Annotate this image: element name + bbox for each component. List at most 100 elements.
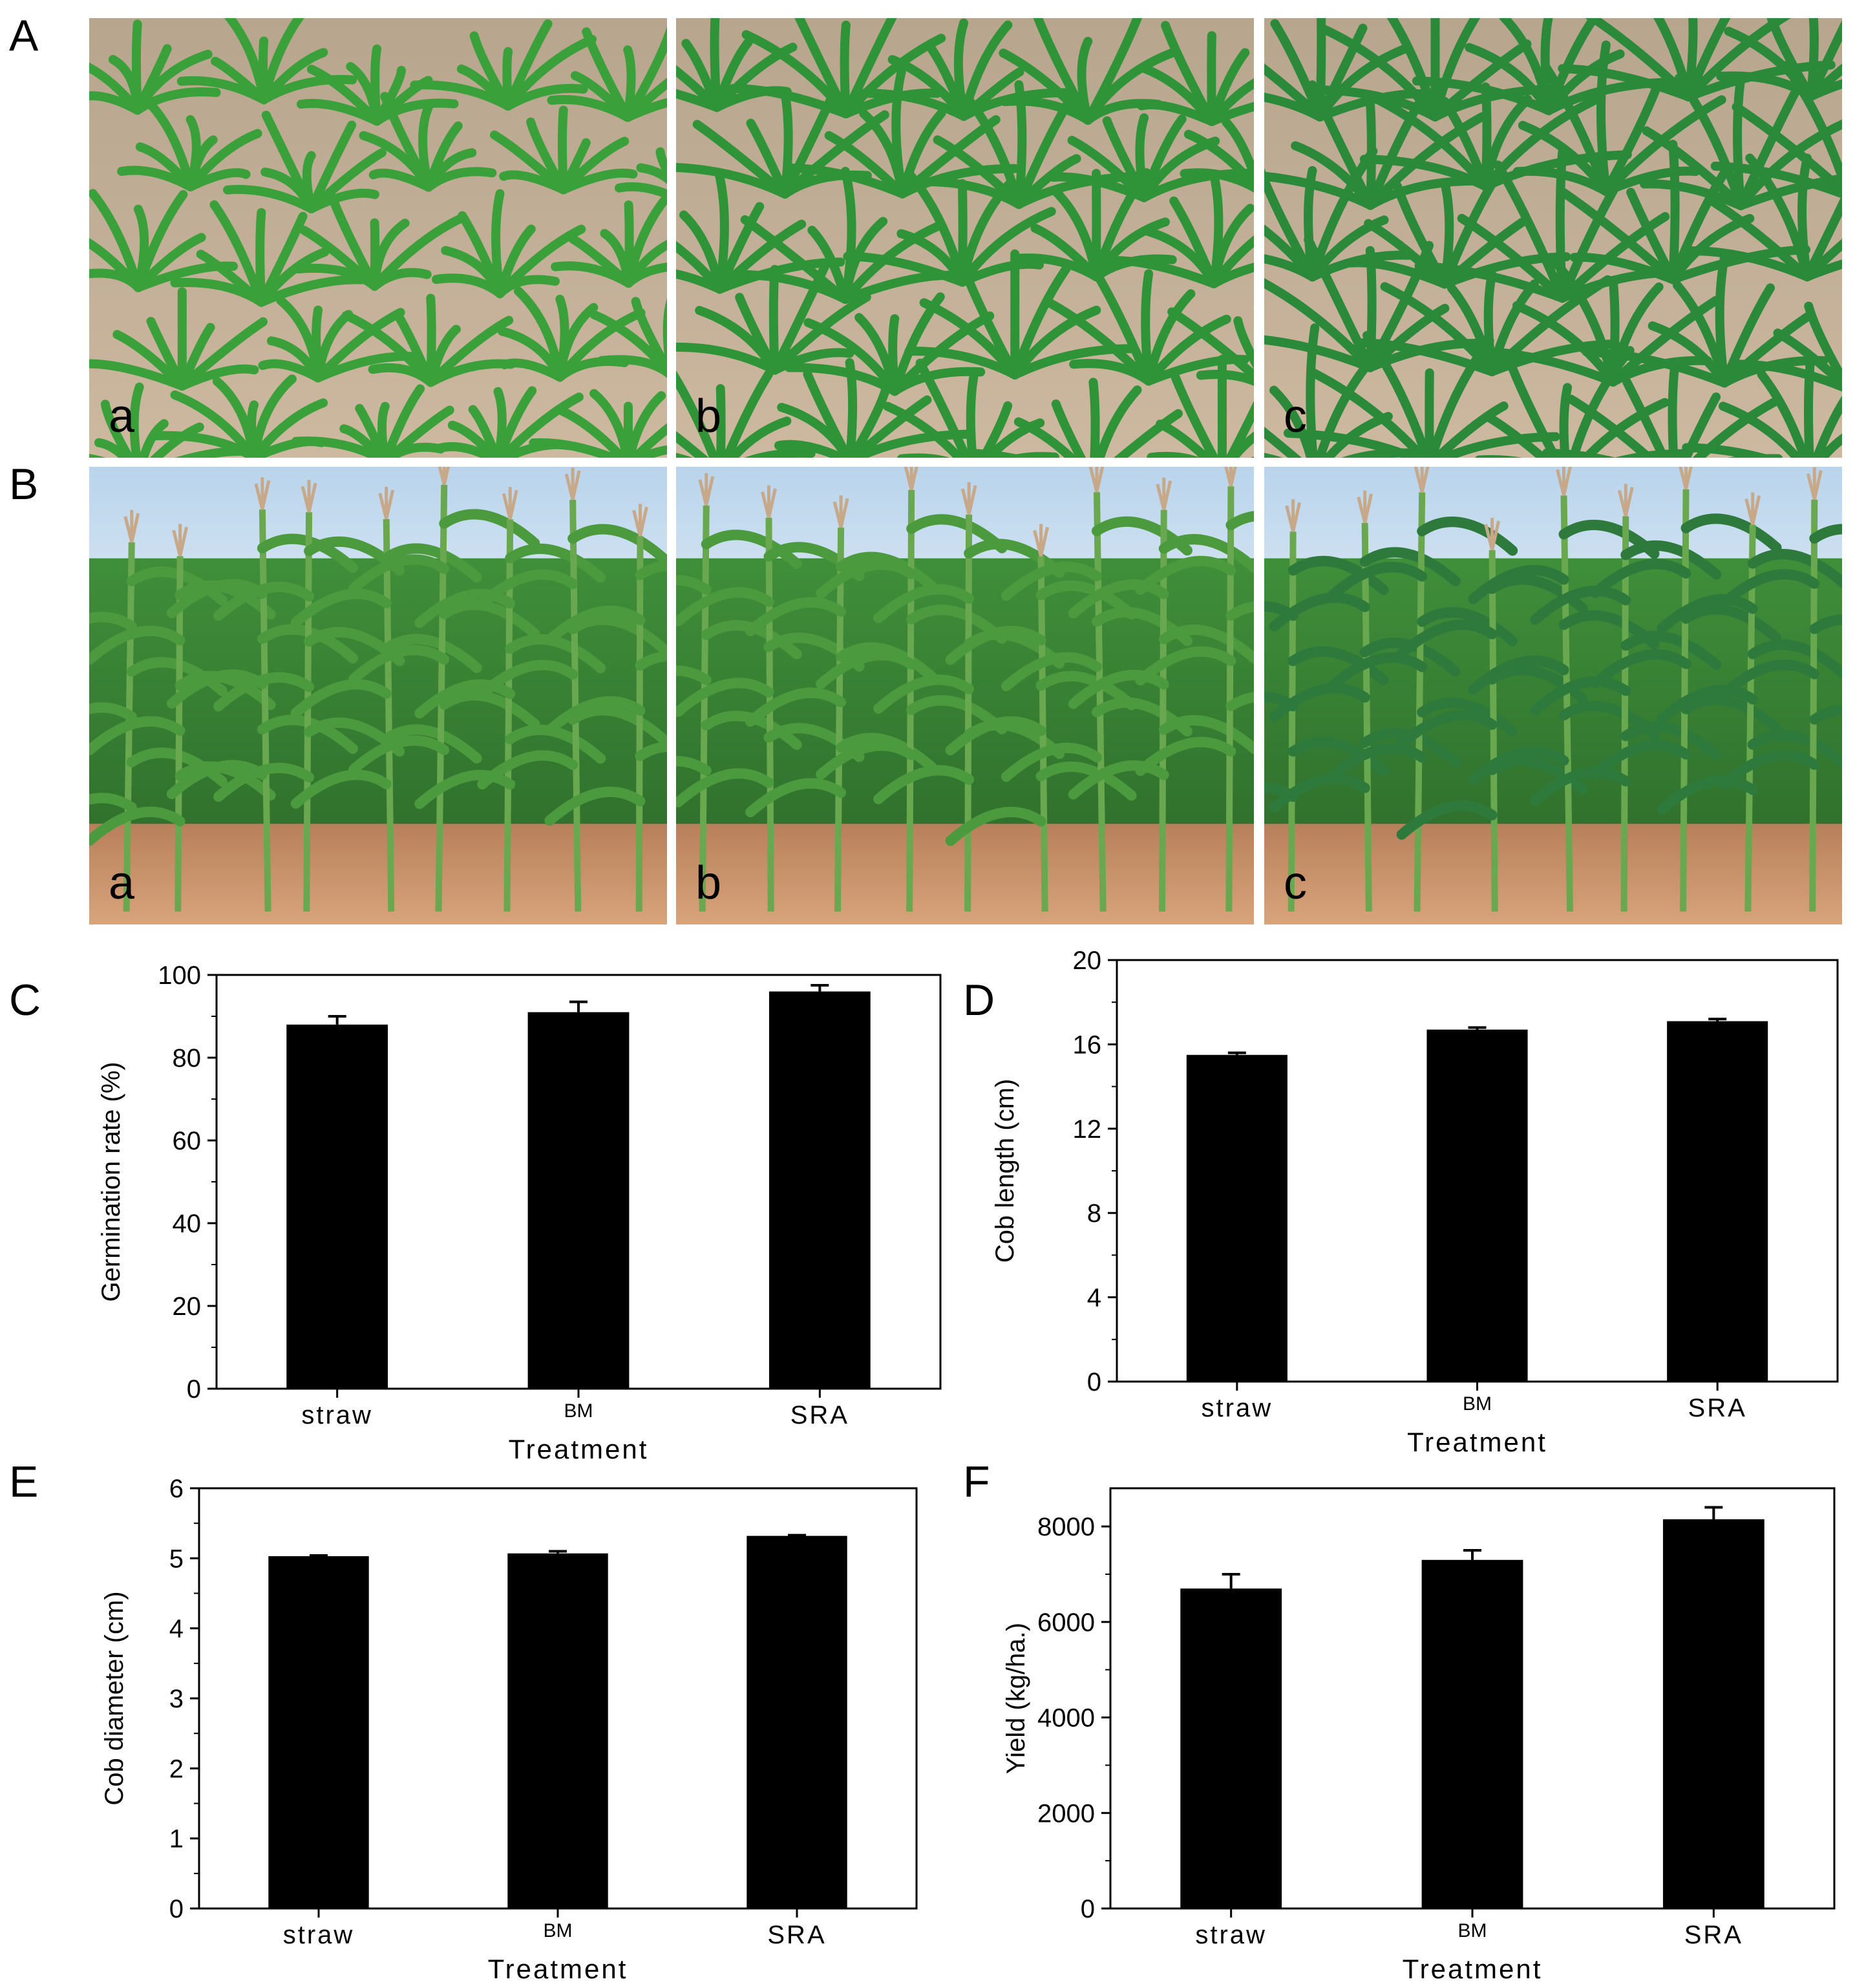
chart-c: C 0 20 40 60 80 100 straw BM SRA Treatment Germinat… [9,961,942,1464]
tassel [1484,517,1501,551]
x-axis-title: Treatment [509,1434,649,1464]
panel-label-e: E [9,1457,38,1506]
photo-sublabel: a [109,857,135,909]
tassel [1744,492,1761,526]
tassel [698,473,715,506]
y-tick-label: 20 [173,1292,202,1321]
ground [1264,824,1842,925]
chart-e: E 0 1 2 3 4 5 6 straw BM SRA Treatment Cob diameter … [9,1457,918,1984]
tassel [301,480,317,513]
y-tick-label: 4000 [1037,1704,1095,1733]
bar-straw [268,1556,369,1908]
bar-straw [1186,1054,1288,1382]
tassel [1224,467,1237,487]
y-tick-label: 0 [187,1375,201,1404]
panel-label-b: B [9,460,38,509]
y-tick-label: 3 [169,1685,184,1713]
y-tick-label: 6 [169,1475,184,1503]
x-tick-label: straw [1202,1394,1273,1422]
y-tick-label: 12 [1073,1115,1102,1144]
y-axis-title: Yield (kg/ha.) [1002,1623,1030,1774]
y-tick-label: 60 [173,1127,202,1155]
photo-grid: Aa b c Ba b c [9,11,1842,925]
photo-sublabel: c [1284,390,1307,442]
tassel [172,524,189,557]
y-tick-label: 100 [158,961,201,990]
y-tick-label: 16 [1073,1031,1102,1059]
tassel [1285,499,1302,532]
x-axis-title: Treatment [1407,1427,1547,1457]
chart-d: D 0 4 8 12 16 20 straw BM SRA Treatment Cob length … [963,946,1839,1457]
tassel [502,487,518,520]
y-tick-label: 0 [1081,1895,1095,1923]
seedling-photo-a: a [89,18,667,458]
y-tick-label: 2 [169,1755,184,1783]
seedling-photo-c: c [1264,18,1842,458]
bar-straw [286,1024,388,1389]
tassel [632,504,648,537]
tassel [1679,467,1693,490]
tassel [832,495,849,528]
photo-sublabel: c [1284,857,1307,909]
y-tick-label: 20 [1073,946,1102,975]
tassel [1617,484,1634,517]
chart-f: F 0 2000 4000 6000 8000 straw BM SRA Treatment Yie… [963,1457,1836,1984]
photo-sublabel: b [695,390,721,442]
bar-sra [747,1535,847,1908]
y-tick-label: 6000 [1037,1609,1095,1637]
y-axis-title: Cob diameter (cm) [100,1591,129,1805]
tassel [123,509,140,543]
y-tick-label: 0 [169,1895,184,1923]
bar-straw [1180,1588,1282,1908]
tassel [378,486,395,520]
bar-sra [1667,1021,1768,1382]
panel-label-f: F [963,1457,990,1506]
ground [89,824,667,925]
x-tick-label: BM [1458,1920,1487,1941]
y-tick-label: 40 [173,1210,202,1238]
mature-photo-b: b [676,467,1254,925]
x-axis-title: Treatment [488,1954,628,1984]
tassel [1357,490,1373,524]
x-tick-label: SRA [1688,1394,1747,1422]
y-tick-label: 4 [1087,1284,1101,1312]
bar-sra [768,991,871,1389]
bar-bm [527,1012,630,1389]
tassel [564,467,581,500]
x-tick-label: SRA [790,1401,849,1429]
x-tick-label: BM [564,1400,593,1422]
y-tick-label: 1 [169,1825,184,1854]
x-tick-label: straw [301,1401,373,1429]
x-tick-label: straw [1195,1921,1267,1949]
tassel [1414,467,1430,493]
photo-sublabel: a [109,390,135,442]
bar-bm [507,1553,608,1908]
tassel [1556,467,1572,497]
tassel [960,482,977,515]
tassel [904,467,918,491]
bar-bm [1421,1559,1523,1908]
y-tick-label: 5 [169,1544,184,1573]
bar-bm [1426,1029,1528,1382]
tassel [438,467,450,486]
y-axis-title: Cob length (cm) [991,1079,1019,1263]
y-axis-title: Germination rate (%) [97,1062,125,1301]
tassel [254,477,271,510]
tassel [1088,467,1105,493]
seedling-photo-b: b [676,18,1254,458]
panel-label-c: C [9,976,41,1025]
mature-photo-a: a [89,467,667,925]
panel-label-a: A [9,11,39,60]
y-tick-label: 2000 [1037,1799,1095,1828]
x-tick-label: SRA [1684,1921,1743,1949]
y-tick-label: 8000 [1037,1513,1095,1541]
x-tick-label: BM [544,1920,573,1941]
tassel [1033,524,1050,557]
mature-photo-c: c [1264,467,1842,925]
x-tick-label: BM [1463,1393,1492,1415]
tassel [1156,477,1172,511]
tassel [761,485,777,518]
y-tick-label: 4 [169,1615,184,1643]
